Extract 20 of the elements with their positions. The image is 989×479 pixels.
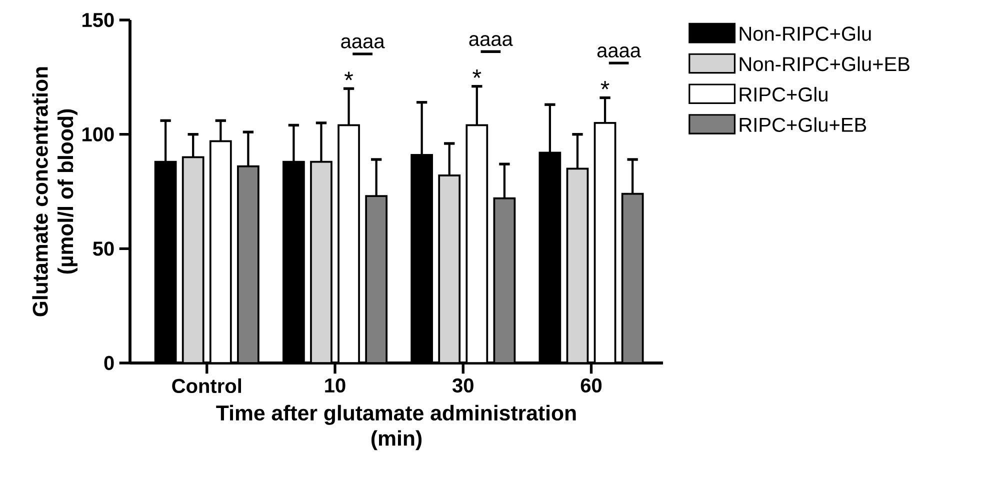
x-tick-label: 60 [580,378,602,393]
x-tick-label: Control [172,378,242,394]
annotation: * [344,72,354,80]
x-tick-label: 30 [452,378,474,393]
annotation: aaaa [341,37,385,48]
legend-label: RIPC+Glu+EB [740,117,866,132]
x-tick-label: 10 [325,378,346,393]
annotation: * [600,80,610,90]
legend-label: RIPC+Glu [740,86,828,102]
annotation: aaaa [597,46,642,58]
legend-label: Non-RIPC+Glu+EB [740,56,910,72]
annotation: * [472,70,482,78]
y-tick-label: 100 [82,127,114,142]
y-tick-label: 150 [82,12,114,28]
y-tick-label: 0 [104,356,114,370]
y-tick-label: 50 [92,242,114,256]
annotation: aaaa [469,35,513,46]
legend-label: Non-RIPC+Glu [740,26,871,41]
x-axis-title: Time after glutamate administration (min) [216,404,576,450]
y-axis-title: Glutamate concentration (µmol/l of blood) [32,67,78,316]
